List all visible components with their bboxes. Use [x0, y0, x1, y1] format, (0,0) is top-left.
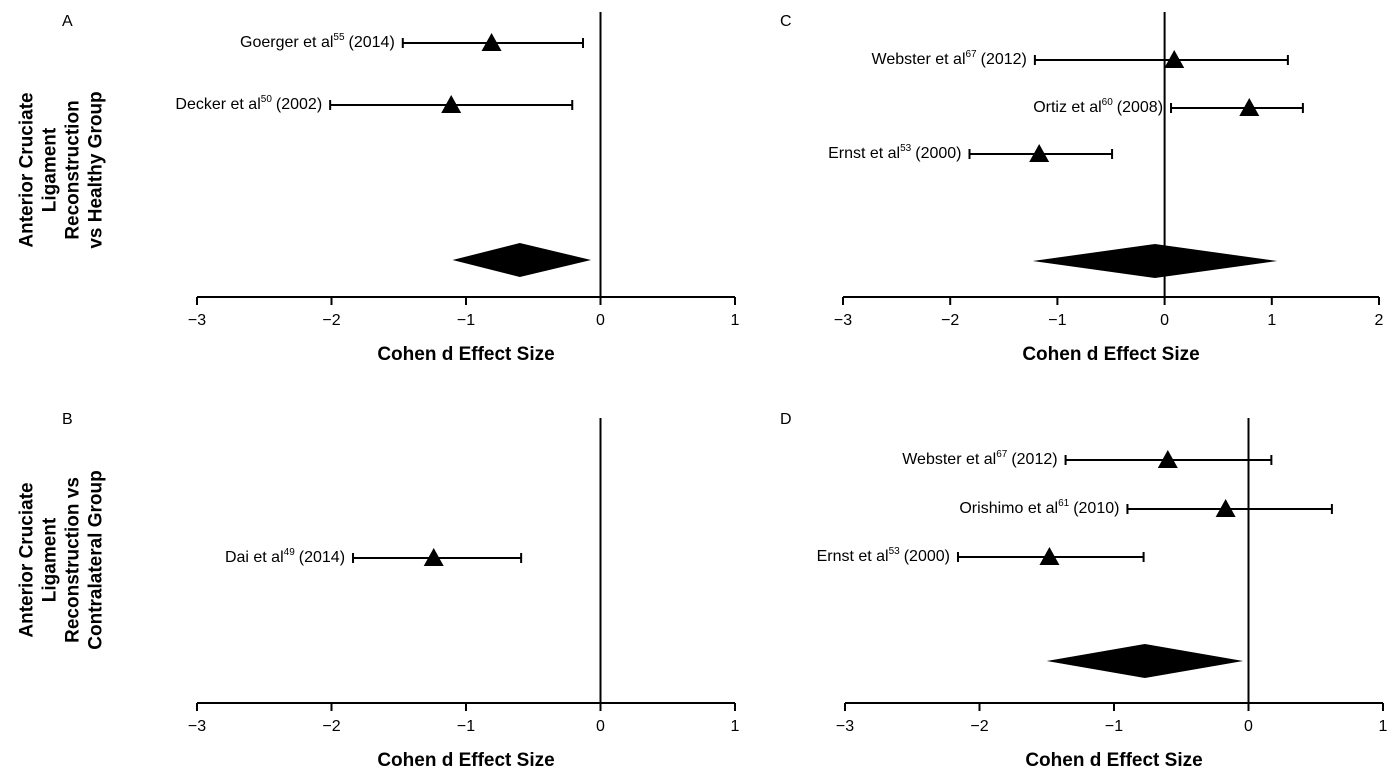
study-name: Goerger et al — [240, 34, 333, 51]
study-label: Goerger et al55 (2014) — [240, 32, 395, 52]
x-tick-label: −3 — [188, 312, 206, 329]
study-name: Ortiz et al — [1033, 99, 1101, 116]
x-tick-label: 0 — [596, 312, 605, 329]
study-name: Orishimo et al — [959, 500, 1058, 517]
x-tick-label: 1 — [1379, 718, 1388, 735]
panel-label: A — [62, 13, 73, 30]
study-name: Dai et al — [225, 549, 284, 566]
study-year: (2012) — [981, 51, 1027, 68]
x-tick-label: −3 — [188, 718, 206, 735]
study-ref: 50 — [261, 94, 273, 105]
study-year: (2000) — [915, 145, 961, 162]
study-year: (2000) — [904, 548, 950, 565]
study-year: (2008) — [1117, 99, 1163, 116]
pooled-diamond — [1032, 244, 1278, 278]
study-year: (2010) — [1073, 500, 1119, 517]
study-ref: 67 — [996, 449, 1008, 460]
x-axis-title: Cohen d Effect Size — [377, 344, 554, 365]
x-tick-label: −2 — [941, 312, 959, 329]
study-ref: 61 — [1058, 498, 1070, 509]
study-name: Decker et al — [175, 96, 260, 113]
x-tick-label: −2 — [322, 718, 340, 735]
pooled-diamond — [1046, 644, 1244, 678]
study-name: Webster et al — [902, 451, 996, 468]
study-name: Ernst et al — [828, 145, 900, 162]
study-year: (2002) — [276, 96, 322, 113]
row-label: Reconstruction — [63, 100, 84, 239]
effect-marker — [441, 95, 462, 113]
x-tick-label: −2 — [322, 312, 340, 329]
study-label: Ernst et al53 (2000) — [828, 143, 961, 163]
x-tick-label: 0 — [1160, 312, 1169, 329]
x-axis-title: Cohen d Effect Size — [1025, 750, 1202, 771]
x-tick-label: 0 — [596, 718, 605, 735]
effect-marker — [1029, 144, 1050, 162]
study-name: Ernst et al — [817, 548, 889, 565]
study-year: (2014) — [299, 549, 345, 566]
study-label: Ernst et al53 (2000) — [817, 546, 950, 566]
study-ref: 49 — [284, 547, 296, 558]
x-tick-label: 1 — [731, 718, 740, 735]
x-axis-title: Cohen d Effect Size — [1022, 344, 1199, 365]
row-label: vs Healthy Group — [86, 91, 107, 248]
x-tick-label: −1 — [457, 312, 475, 329]
row-label: Anterior Cruciate — [17, 482, 38, 637]
study-name: Webster et al — [872, 51, 966, 68]
effect-marker — [1239, 98, 1260, 116]
row-label: Contralateral Group — [86, 470, 107, 649]
x-tick-label: −3 — [836, 718, 854, 735]
x-tick-label: −2 — [970, 718, 988, 735]
study-ref: 53 — [900, 143, 912, 154]
panel-label: C — [780, 13, 792, 30]
x-tick-label: 1 — [731, 312, 740, 329]
row-label: Reconstruction vs — [63, 477, 84, 643]
x-tick-label: 2 — [1375, 312, 1384, 329]
pooled-diamond — [452, 243, 592, 277]
row-label: Ligament — [40, 127, 61, 212]
x-tick-label: −1 — [1105, 718, 1123, 735]
study-ref: 60 — [1102, 97, 1114, 108]
effect-marker — [1039, 547, 1060, 565]
study-label: Webster et al67 (2012) — [902, 449, 1057, 469]
x-tick-label: −1 — [457, 718, 475, 735]
study-label: Webster et al67 (2012) — [872, 49, 1027, 69]
effect-marker — [1157, 450, 1178, 468]
study-ref: 67 — [966, 49, 978, 60]
effect-marker — [423, 548, 444, 566]
x-tick-label: 0 — [1244, 718, 1253, 735]
x-tick-label: −3 — [834, 312, 852, 329]
effect-marker — [481, 33, 502, 51]
row-label: Ligament — [40, 517, 61, 602]
study-ref: 53 — [889, 546, 901, 557]
panel-label: D — [780, 411, 792, 428]
study-label: Decker et al50 (2002) — [175, 94, 322, 114]
x-tick-label: 1 — [1267, 312, 1276, 329]
effect-marker — [1164, 50, 1185, 68]
study-label: Orishimo et al61 (2010) — [959, 498, 1119, 518]
study-label: Dai et al49 (2014) — [225, 547, 345, 567]
study-year: (2012) — [1011, 451, 1057, 468]
x-tick-label: −1 — [1048, 312, 1066, 329]
row-label: Anterior Cruciate — [17, 92, 38, 247]
effect-marker — [1215, 499, 1236, 517]
study-label: Ortiz et al60 (2008) — [1033, 97, 1163, 117]
x-axis-title: Cohen d Effect Size — [377, 750, 554, 771]
study-year: (2014) — [349, 34, 395, 51]
study-ref: 55 — [333, 32, 345, 43]
panel-label: B — [62, 411, 73, 428]
